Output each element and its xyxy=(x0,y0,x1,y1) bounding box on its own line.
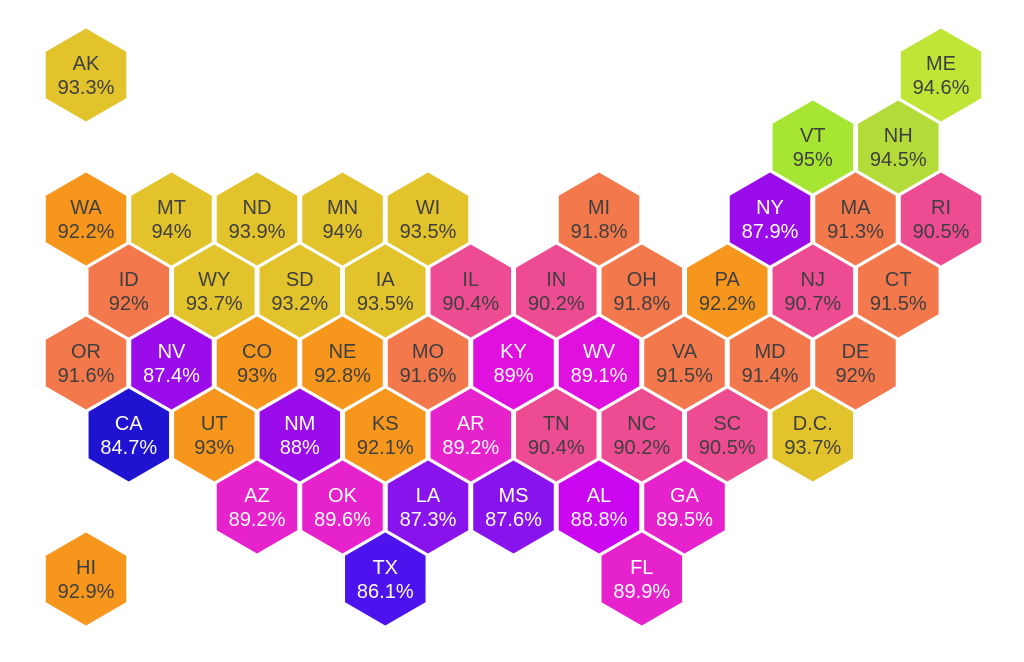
state-hexagon-SC xyxy=(684,385,771,485)
state-hexagon-OR xyxy=(43,313,129,413)
state-hexagon-AK xyxy=(43,25,129,125)
state-hexagon-TX xyxy=(342,529,429,629)
state-hexagon-AL xyxy=(556,457,642,557)
state-hexagon-CT xyxy=(855,241,942,341)
state-hexagon-OK xyxy=(299,457,386,557)
state-hexagon-MS xyxy=(470,457,557,557)
state-hexagon-DC xyxy=(770,385,856,485)
state-hexagon-AZ xyxy=(214,457,300,557)
state-hexagon-WA xyxy=(43,169,129,269)
state-hexagon-CA xyxy=(86,385,172,485)
state-hexagon-HI xyxy=(43,529,129,629)
state-hexagon-FL xyxy=(599,529,685,629)
